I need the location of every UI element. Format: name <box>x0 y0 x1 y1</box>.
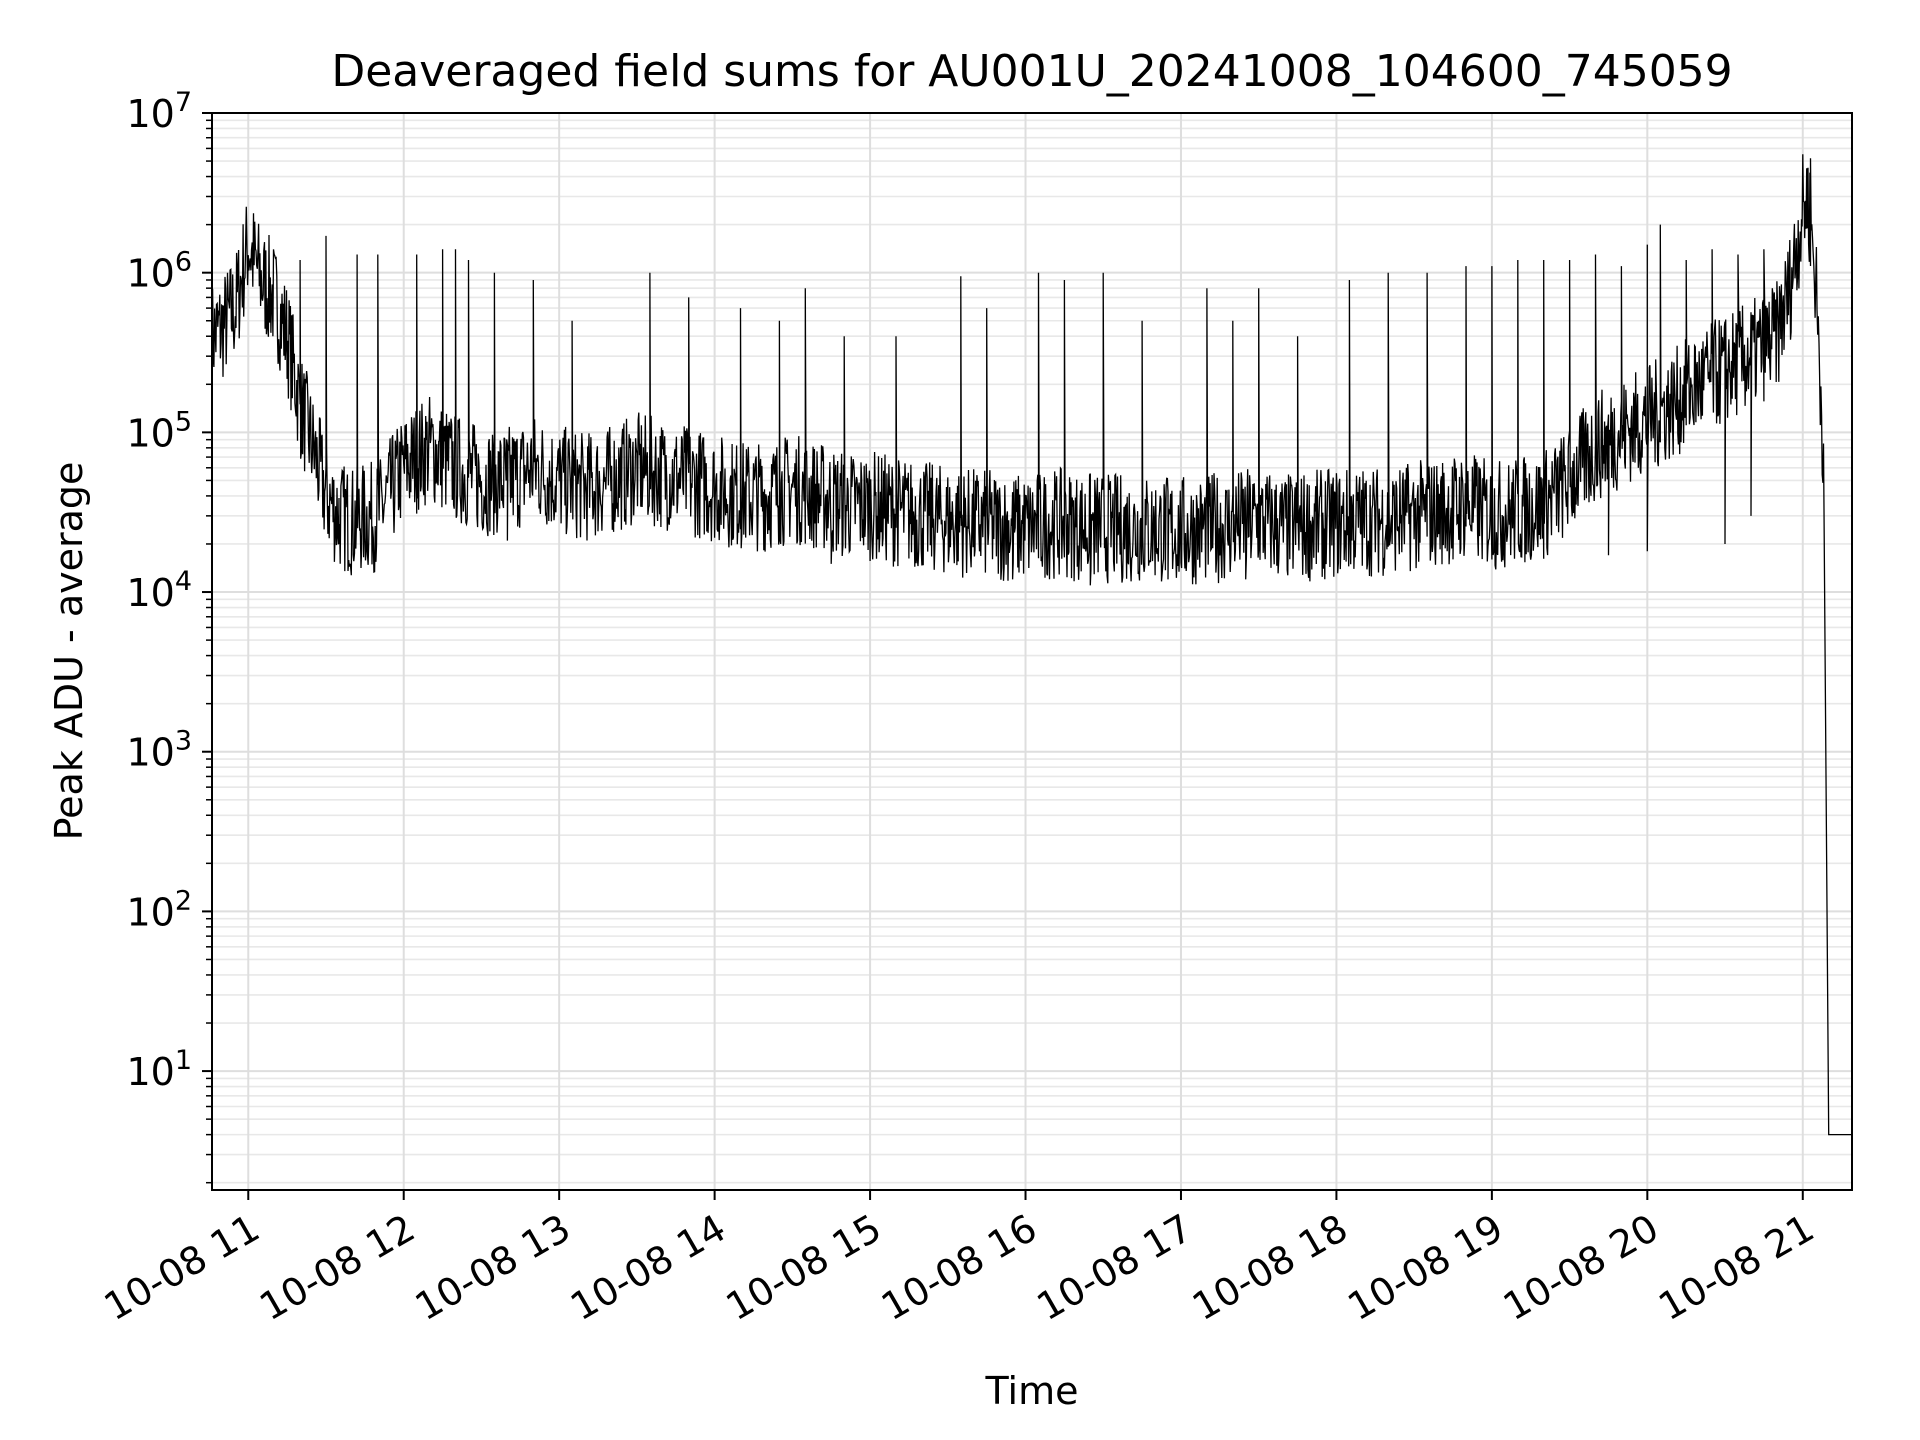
y-tick-label: 102 <box>126 885 192 934</box>
chart-title: Deaveraged field sums for AU001U_2024100… <box>331 46 1732 97</box>
x-axis-label: Time <box>985 1369 1079 1413</box>
y-tick-label: 105 <box>126 406 192 455</box>
axes-frame <box>211 112 1853 1191</box>
y-axis-label: Peak ADU - average <box>47 462 91 841</box>
y-tick-label: 107 <box>126 87 192 136</box>
plot-area <box>212 154 1852 1136</box>
series-group <box>212 154 1852 1136</box>
series-line <box>212 154 1852 1136</box>
y-tick-label: 103 <box>126 726 192 775</box>
y-tick-label: 106 <box>126 247 192 296</box>
gridlines <box>212 112 1852 1190</box>
y-axis: 101 102 103 104 105 106 107 <box>126 87 212 1184</box>
y-tick-label: 101 <box>126 1045 192 1094</box>
y-tick-label: 104 <box>126 566 192 615</box>
